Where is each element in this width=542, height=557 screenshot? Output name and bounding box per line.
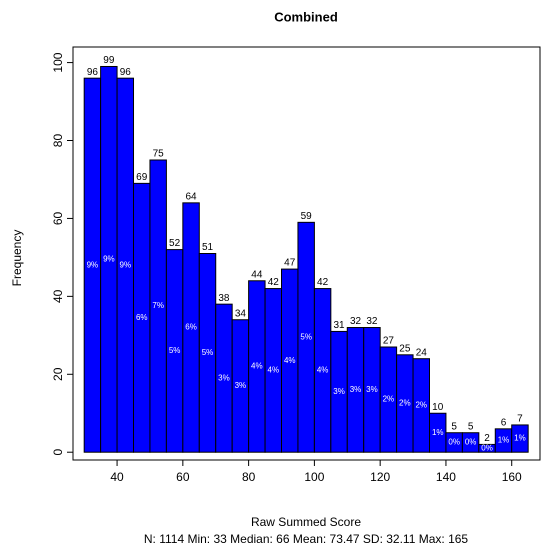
count-label: 44 — [251, 269, 263, 280]
count-label: 2 — [484, 433, 490, 444]
count-label: 52 — [169, 238, 181, 249]
count-label: 10 — [432, 402, 444, 413]
percent-label: 6% — [185, 323, 197, 332]
x-tick-label: 100 — [304, 470, 324, 484]
percent-label: 1% — [432, 428, 444, 437]
count-label: 31 — [333, 320, 345, 331]
y-tick-label: 100 — [51, 52, 65, 72]
x-tick-label: 160 — [502, 470, 522, 484]
count-label: 96 — [87, 67, 99, 78]
percent-label: 5% — [202, 348, 214, 357]
percent-label: 6% — [136, 313, 148, 322]
count-label: 38 — [218, 293, 230, 304]
percent-label: 0% — [481, 443, 493, 452]
count-label: 27 — [383, 336, 395, 347]
percent-label: 9% — [120, 260, 132, 269]
bar — [511, 424, 529, 453]
bar — [461, 432, 480, 453]
count-label: 24 — [416, 347, 428, 358]
count-label: 7 — [517, 414, 523, 425]
count-label: 59 — [301, 211, 313, 222]
count-label: 32 — [366, 316, 378, 327]
percent-label: 2% — [415, 401, 427, 410]
count-label: 64 — [186, 191, 198, 202]
plot-box — [72, 46, 541, 461]
y-tick-label: 0 — [51, 449, 65, 456]
x-tick-label: 120 — [370, 470, 390, 484]
count-label: 32 — [350, 316, 362, 327]
percent-label: 1% — [498, 436, 510, 445]
summary-note: N: 1114 Min: 33 Median: 66 Mean: 73.47 S… — [144, 532, 469, 546]
percent-label: 4% — [268, 365, 280, 374]
percent-label: 2% — [399, 399, 411, 408]
bar — [412, 358, 430, 453]
percent-label: 5% — [300, 332, 312, 341]
percent-label: 3% — [366, 385, 378, 394]
percent-label: 0% — [465, 438, 477, 447]
count-label: 96 — [120, 67, 132, 78]
count-label: 25 — [399, 343, 411, 354]
percent-label: 5% — [169, 346, 181, 355]
percent-label: 4% — [317, 365, 329, 374]
count-label: 42 — [317, 277, 329, 288]
percent-label: 0% — [448, 438, 460, 447]
x-tick-label: 80 — [242, 470, 256, 484]
percent-label: 7% — [152, 301, 164, 310]
percent-label: 9% — [103, 254, 115, 263]
percent-label: 1% — [514, 434, 526, 443]
y-tick-label: 80 — [51, 134, 65, 148]
x-axis-label: Raw Summed Score — [251, 515, 361, 529]
count-label: 99 — [103, 55, 115, 66]
count-label: 34 — [235, 308, 247, 319]
count-label: 51 — [202, 242, 214, 253]
count-label: 47 — [284, 258, 296, 269]
percent-label: 4% — [251, 362, 263, 371]
y-tick-label: 20 — [51, 367, 65, 381]
y-axis-label: Frequency — [10, 230, 24, 287]
x-tick-label: 140 — [436, 470, 456, 484]
percent-label: 9% — [87, 260, 99, 269]
percent-label: 3% — [218, 373, 230, 382]
x-tick-label: 60 — [176, 470, 190, 484]
y-tick-label: 40 — [51, 289, 65, 303]
percent-label: 3% — [350, 385, 362, 394]
count-label: 5 — [451, 421, 457, 432]
percent-label: 3% — [333, 387, 345, 396]
chart-title: Combined — [274, 9, 338, 24]
y-tick-label: 60 — [51, 211, 65, 225]
count-label: 5 — [468, 421, 474, 432]
count-label: 75 — [153, 149, 165, 160]
percent-label: 2% — [383, 395, 395, 404]
percent-label: 3% — [235, 381, 247, 390]
count-label: 42 — [268, 277, 280, 288]
count-label: 6 — [501, 417, 507, 428]
count-label: 69 — [136, 172, 148, 183]
percent-label: 4% — [284, 356, 296, 365]
x-tick-label: 40 — [110, 470, 124, 484]
